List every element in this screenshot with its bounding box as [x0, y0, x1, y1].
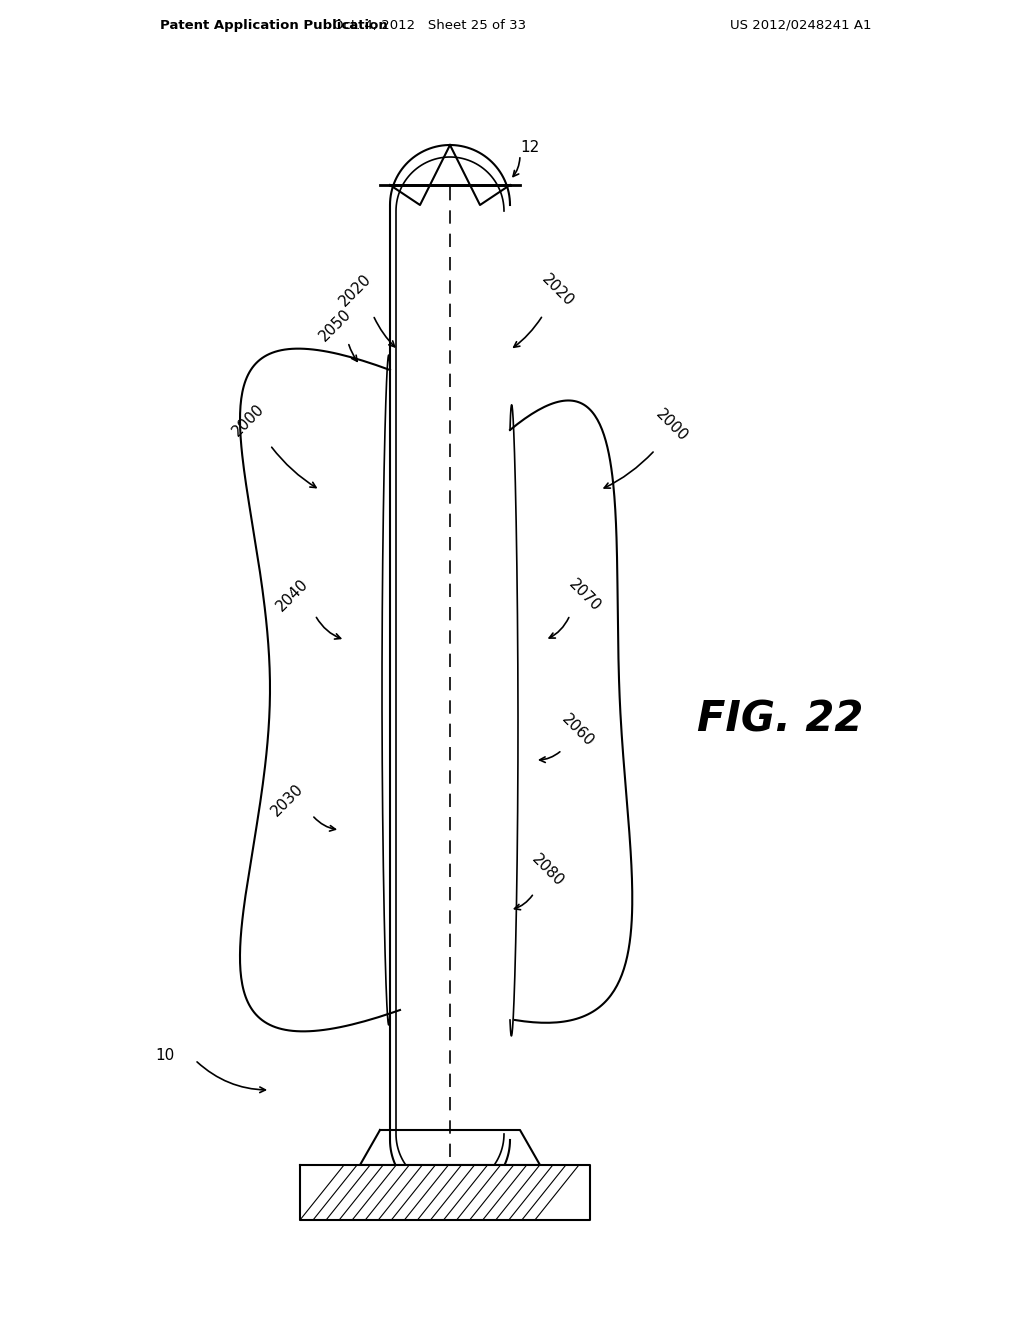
Text: US 2012/0248241 A1: US 2012/0248241 A1 — [730, 18, 871, 32]
Text: 2000: 2000 — [229, 401, 267, 440]
Text: 2040: 2040 — [273, 576, 311, 614]
Text: 2020: 2020 — [336, 271, 374, 309]
Text: 12: 12 — [520, 140, 540, 156]
Text: 2020: 2020 — [539, 271, 577, 309]
Text: 2000: 2000 — [653, 407, 691, 444]
Text: 2030: 2030 — [268, 781, 306, 818]
Text: 2060: 2060 — [559, 711, 597, 748]
Text: Oct. 4, 2012   Sheet 25 of 33: Oct. 4, 2012 Sheet 25 of 33 — [334, 18, 526, 32]
Text: FIG. 22: FIG. 22 — [696, 700, 863, 741]
Text: 2070: 2070 — [566, 576, 604, 614]
Polygon shape — [300, 1166, 590, 1220]
Text: 10: 10 — [156, 1048, 175, 1063]
Text: 2080: 2080 — [529, 851, 567, 888]
Text: Patent Application Publication: Patent Application Publication — [160, 18, 388, 32]
Text: 2050: 2050 — [316, 306, 354, 345]
